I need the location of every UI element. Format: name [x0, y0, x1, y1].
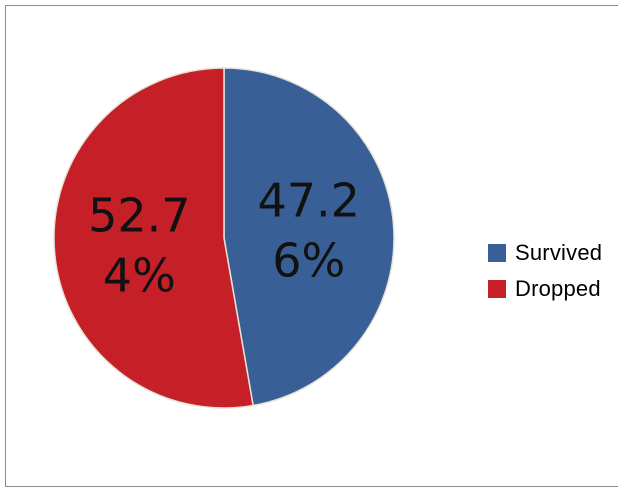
pie-slice-dropped	[53, 67, 254, 409]
data-label-line: 4%	[103, 248, 176, 302]
legend-item-survived: Survived	[488, 235, 602, 271]
chart-legend: Survived Dropped	[488, 235, 602, 307]
chart-area: 47.2 6% 52.7 4% Survived Dropped	[5, 5, 618, 487]
data-label-line: 52.7	[88, 188, 190, 242]
data-label-dropped: 52.7 4%	[88, 188, 190, 302]
data-label-line: 6%	[272, 234, 345, 288]
pie-data-labels: 47.2 6% 52.7 4%	[88, 174, 360, 303]
legend-label-survived: Survived	[515, 240, 603, 265]
data-label-line: 47.2	[257, 174, 359, 228]
pie-slice-survived	[223, 67, 395, 407]
legend-swatch-dropped	[488, 280, 506, 298]
pie-chart: 47.2 6% 52.7 4%	[53, 67, 395, 409]
data-label-survived: 47.2 6%	[257, 174, 359, 288]
pie-slices	[53, 67, 395, 409]
legend-item-dropped: Dropped	[488, 271, 602, 307]
legend-label-dropped: Dropped	[515, 276, 601, 301]
legend-swatch-survived	[488, 244, 506, 262]
